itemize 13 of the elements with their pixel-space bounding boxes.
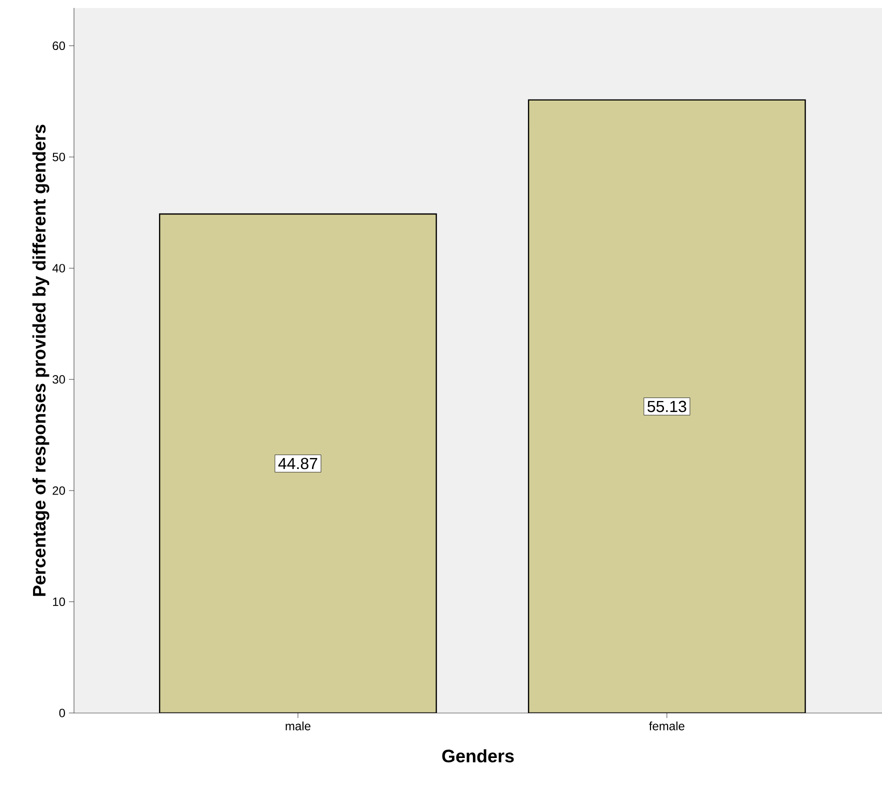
y-tick-label: 10 [53, 598, 66, 606]
y-axis-title: Percentage of responses provided by different genders [32, 124, 50, 596]
y-tick-label: 40 [52, 264, 66, 272]
y-tick-label: 20 [52, 486, 66, 495]
data-label: 44.87 [278, 458, 318, 470]
y-tick-label: 60 [52, 42, 66, 50]
x-tick-label: female [649, 722, 684, 730]
data-label: 55.13 [648, 400, 686, 412]
y-tick-label: 50 [52, 152, 66, 162]
y-tick-label: 0 [59, 708, 66, 718]
x-axis-title: Genders [442, 749, 514, 762]
x-tick-label: male [286, 722, 310, 730]
y-tick-label: 30 [52, 375, 66, 384]
